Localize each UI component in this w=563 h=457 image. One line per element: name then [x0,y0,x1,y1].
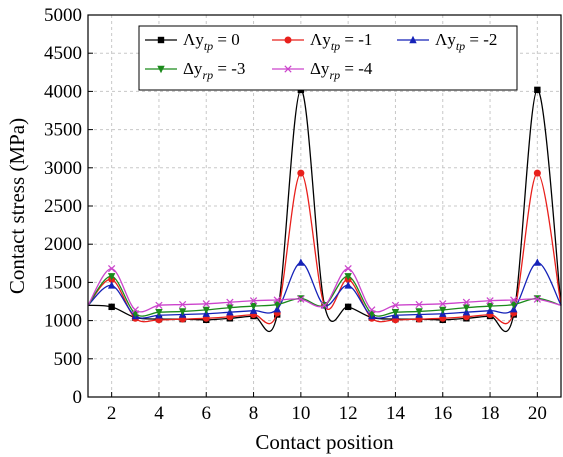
y-tick-label: 500 [54,349,83,370]
x-tick-label: 4 [154,403,164,424]
data-point [510,296,518,304]
y-tick-label: 4500 [44,43,82,64]
legend-marker [157,36,165,44]
data-point [108,265,116,273]
data-point [249,302,258,311]
data-point [249,297,258,305]
data-point [486,302,494,311]
y-tick-label: 1500 [44,272,82,293]
data-point [415,300,423,309]
y-tick-label: 1000 [44,311,82,332]
legend-marker [284,65,292,73]
series-line [87,89,562,332]
x-tick-label: 14 [386,403,406,424]
data-point [534,86,541,94]
data-point [202,306,210,315]
legend-marker [409,35,417,44]
data-point [107,273,116,281]
data-point [108,303,115,311]
data-point [391,308,400,317]
legend-label: Λytp = 0 [183,30,240,53]
data-point [131,306,139,314]
legend-marker [157,65,165,74]
data-point [533,169,541,177]
legend-box [138,25,518,91]
data-point [344,265,352,273]
series-layer [87,86,562,332]
data-point [273,301,281,309]
data-point [297,295,305,303]
legend: Λytp = 0 Λytp = -1 Λytp = -2 Δyrp = -3 Δyrp … [138,25,518,91]
legend-entry: Λytp = 0 [145,30,240,53]
data-point [273,296,281,304]
legend-entry: Δyrp = -4 [272,59,373,82]
data-point [226,304,234,312]
legend-label: Δyrp = -3 [183,59,245,82]
data-point [533,258,542,266]
x-tick-label: 20 [528,403,547,424]
legend-label: Λytp = -2 [435,30,497,53]
y-tick-label: 5000 [44,5,82,26]
x-axis-title: Contact position [255,430,394,454]
y-axis-title: Contact stress (MPa) [5,118,29,294]
data-point [462,298,471,306]
data-point [297,258,305,266]
data-point [533,295,541,303]
x-tick-label: 8 [249,403,259,424]
data-point [320,301,329,309]
axes: 0 500 1000 1500 2000 2500 3000 3500 4000 4500 5000… [44,5,547,424]
data-point [415,308,423,316]
y-tick-label: 0 [73,387,83,408]
y-tick-label: 2000 [44,234,82,255]
data-point [344,273,352,281]
data-point [344,303,352,311]
data-point [391,301,400,309]
legend-entry: Δyrp = -3 [145,59,245,82]
legend-entry: Λytp = -1 [272,30,372,53]
legend-marker [284,36,292,44]
data-point [155,308,163,317]
legend-label: Δyrp = -4 [310,59,373,82]
x-tick-label: 6 [202,403,212,424]
data-point [439,300,447,308]
legend-entry: Λytp = -2 [397,30,497,53]
data-point [510,301,518,309]
data-point [439,306,447,315]
x-tick-label: 10 [291,403,310,424]
data-point [178,308,187,316]
series-5 [87,265,562,314]
data-point [297,169,305,177]
y-tick-label: 3500 [44,120,82,141]
data-point [202,300,210,308]
y-tick-label: 4000 [44,81,82,102]
data-point [155,301,163,309]
x-tick-label: 16 [433,403,452,424]
data-point [344,281,352,289]
y-tick-label: 3000 [44,158,82,179]
data-point [107,281,116,289]
x-tick-label: 18 [481,403,500,424]
data-point [462,304,471,312]
x-tick-label: 2 [107,403,117,424]
legend-label: Λytp = -1 [310,30,372,53]
x-tick-label: 12 [339,403,358,424]
y-tick-label: 2500 [44,196,82,217]
data-point [178,300,187,309]
data-point [368,306,376,314]
data-point [486,297,494,305]
data-point [226,298,234,306]
